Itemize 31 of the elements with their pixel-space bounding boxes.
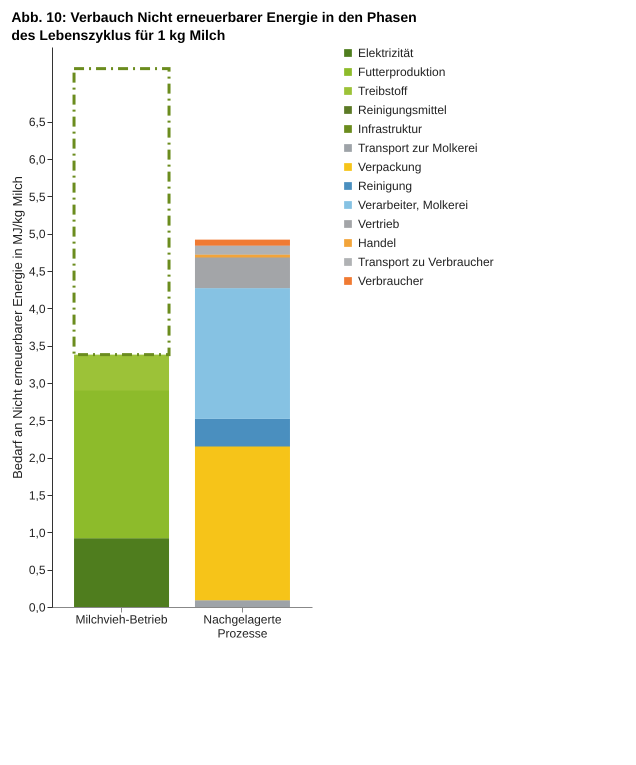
legend-label: Verpackung (358, 160, 422, 174)
legend-label: Handel (358, 236, 396, 250)
legend-label: Reinigung (358, 179, 412, 193)
y-tick-label: 3,0 (28, 376, 46, 390)
y-tick-label: 5,5 (28, 190, 46, 204)
y-tick-label: 5,0 (28, 227, 46, 242)
y-tick-label: 2,0 (28, 451, 46, 466)
y-tick-label: 0,5 (28, 563, 46, 578)
legend-label: Elektrizität (358, 46, 414, 60)
legend-label: Verarbeiter, Molkerei (358, 198, 468, 212)
legend-label: Verbraucher (358, 274, 424, 288)
y-axis-title: Bedarf an Nicht erneuerbarer Energie in MJ/kg Milch (10, 176, 25, 479)
x-tick-label: Nachgelagerte Prozesse (203, 612, 282, 640)
y-tick-label: 4,5 (28, 264, 46, 278)
y-tick-label: 4,0 (28, 302, 46, 316)
chart-title: Abb. 10: Verbauch Nicht erneuerbarer Energie in den Phasen des Lebenszyklus für 1 kg Milch (11, 9, 417, 43)
y-tick-label: 6,0 (28, 152, 46, 166)
legend-label: Transport zur Molkerei (358, 141, 478, 155)
y-tick-label: 1,0 (28, 526, 46, 540)
y-tick-label: 3,5 (28, 339, 46, 354)
legend-label: Infrastruktur (358, 122, 422, 136)
legend-label: Treibstoff (358, 84, 408, 98)
x-tick-label: Milchvieh-Betrieb (76, 612, 168, 626)
legend-label: Transport zu Verbraucher (358, 255, 494, 269)
legend-label: Reinigungsmittel (358, 103, 447, 117)
legend-label: Vertrieb (358, 217, 400, 231)
y-tick-label: 2,5 (28, 414, 46, 428)
y-tick-label: 1,5 (28, 488, 46, 502)
y-tick-label: 0,0 (28, 600, 46, 614)
y-tick-label: 6,5 (28, 115, 46, 130)
legend-label: Futterproduktion (358, 65, 446, 79)
